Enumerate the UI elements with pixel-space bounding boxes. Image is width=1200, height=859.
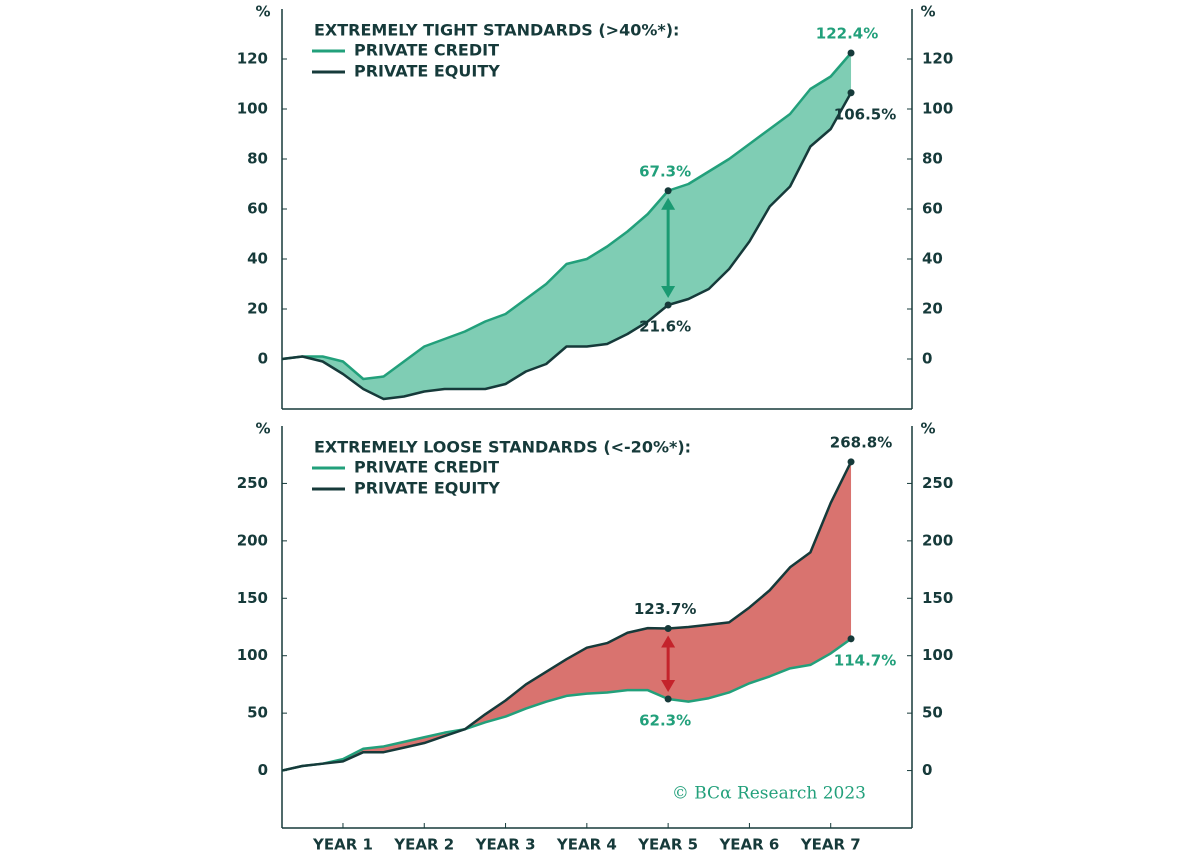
y-tick-label: 60 — [247, 200, 268, 218]
series-line — [281, 461, 853, 772]
y-tick-label: 0 — [258, 761, 268, 779]
x-tick-label: YEAR 2 — [393, 836, 454, 854]
y-tick-label: 50 — [922, 704, 943, 722]
y-tick-label: 250 — [922, 474, 953, 492]
band-fill — [282, 461, 852, 771]
arrow-head — [661, 635, 676, 648]
y-tick-label: 100 — [237, 646, 268, 664]
arrow-head — [661, 286, 676, 298]
y-unit: % — [920, 3, 935, 21]
arrow-head — [661, 680, 676, 693]
y-tick-label: 120 — [237, 50, 268, 68]
y-tick-label: 150 — [237, 589, 268, 607]
legend-label: PRIVATE EQUITY — [354, 62, 500, 81]
y-tick-label: 80 — [922, 150, 943, 168]
y-tick-label: 20 — [247, 300, 268, 318]
data-label: 268.8% — [830, 433, 892, 451]
series-line — [281, 52, 852, 381]
y-tick-label: 150 — [922, 589, 953, 607]
y-tick-label: 100 — [922, 100, 953, 118]
point-marker — [847, 458, 855, 466]
data-label: 122.4% — [816, 25, 878, 43]
x-tick-label: YEAR 1 — [312, 836, 373, 854]
legend-label: PRIVATE CREDIT — [354, 458, 499, 477]
y-tick-label: 40 — [922, 250, 943, 268]
watermark: © BCα Research 2023 — [672, 784, 866, 804]
x-tick-label: YEAR 5 — [637, 836, 698, 854]
legend-label: PRIVATE EQUITY — [354, 479, 500, 498]
point-marker — [847, 49, 855, 57]
y-tick-label: 60 — [922, 200, 943, 218]
point-marker — [664, 301, 672, 309]
legend-title: EXTREMELY LOOSE STANDARDS (<-20%*): — [314, 438, 691, 457]
x-tick-label: YEAR 4 — [556, 836, 617, 854]
y-unit: % — [255, 420, 270, 438]
y-tick-label: 100 — [922, 646, 953, 664]
y-tick-label: 200 — [237, 531, 268, 549]
legend-label: PRIVATE CREDIT — [354, 41, 499, 60]
point-marker — [847, 89, 855, 97]
arrow-head — [661, 197, 676, 210]
x-tick-label: YEAR 3 — [475, 836, 536, 854]
point-marker — [664, 695, 672, 703]
x-tick-label: YEAR 7 — [800, 836, 861, 854]
band-fill — [282, 53, 852, 399]
y-unit: % — [920, 420, 935, 438]
series-line — [281, 637, 852, 772]
data-label: 21.6% — [639, 318, 691, 336]
y-tick-label: 100 — [237, 100, 268, 118]
y-tick-label: 80 — [247, 150, 268, 168]
data-label: 106.5% — [834, 105, 896, 123]
y-tick-label: 120 — [922, 50, 953, 68]
y-tick-label: 0 — [922, 350, 932, 368]
y-tick-label: 0 — [258, 350, 268, 368]
point-marker — [847, 635, 855, 643]
data-label: 123.7% — [634, 600, 696, 618]
y-tick-label: 0 — [922, 761, 932, 779]
y-unit: % — [255, 3, 270, 21]
series-line — [281, 92, 853, 401]
data-label: 67.3% — [639, 162, 691, 180]
y-tick-label: 50 — [247, 704, 268, 722]
data-label: 62.3% — [639, 712, 691, 730]
y-tick-label: 200 — [922, 531, 953, 549]
x-tick-label: YEAR 6 — [718, 836, 779, 854]
y-tick-label: 250 — [237, 474, 268, 492]
y-tick-label: 20 — [922, 300, 943, 318]
legend-title: EXTREMELY TIGHT STANDARDS (>40%*): — [314, 21, 679, 40]
point-marker — [664, 187, 672, 195]
point-marker — [664, 624, 672, 632]
data-label: 114.7% — [834, 651, 896, 669]
y-tick-label: 40 — [247, 250, 268, 268]
